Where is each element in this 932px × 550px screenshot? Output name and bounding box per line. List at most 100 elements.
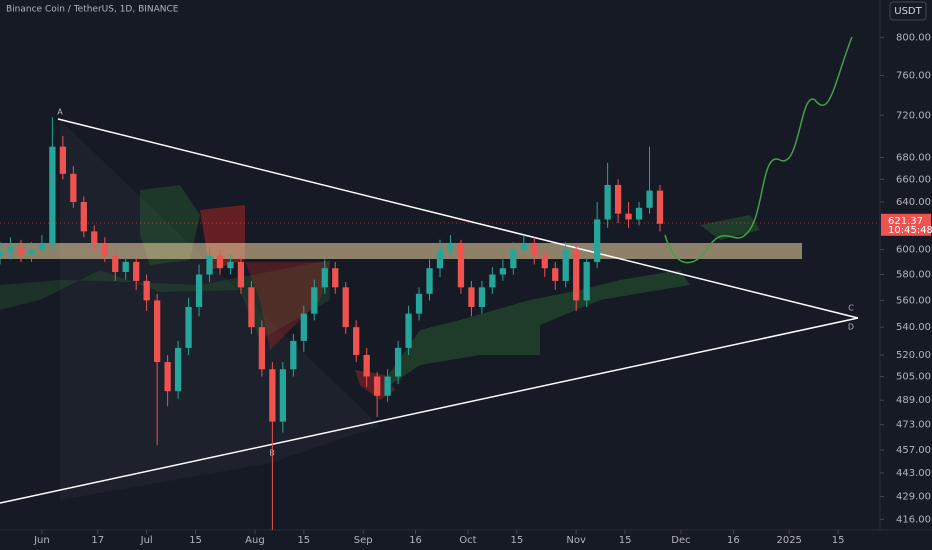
candle-body (583, 261, 590, 301)
candle-body (195, 274, 203, 307)
y-tick-label: 600.00 (896, 245, 931, 256)
candle-body (447, 243, 454, 250)
candle-body (269, 369, 276, 422)
currency-box[interactable] (889, 1, 927, 21)
x-tick-label: 16 (727, 535, 740, 546)
candle-body (237, 261, 245, 288)
candle-body (489, 274, 496, 288)
candle-body (415, 293, 423, 314)
candle-body (227, 261, 234, 269)
x-tick-label: 15 (510, 535, 523, 546)
candle-body (112, 255, 119, 272)
x-tick-label: 15 (619, 535, 632, 546)
candle-body (91, 231, 98, 244)
candle-body (625, 213, 632, 220)
candle-body (342, 287, 349, 328)
x-tick-label: 15 (189, 535, 202, 546)
currency[interactable]: USDT (894, 6, 922, 17)
y-tick-label: 720.00 (896, 110, 931, 121)
candle-body (38, 243, 46, 250)
candle-body (384, 376, 391, 396)
price-tag (881, 213, 931, 236)
candle-body (300, 313, 307, 341)
chart-title: Binance Coin / TetherUS, 1D, BINANCE (6, 5, 179, 15)
cloud (700, 215, 760, 240)
candle-body (594, 219, 601, 262)
candle-body (70, 173, 77, 203)
x-tick-label: 15 (297, 535, 310, 546)
candle-body (468, 287, 475, 307)
plot (0, 117, 664, 530)
candle-body (332, 268, 339, 288)
candle-body (478, 287, 486, 307)
x-tick-label: 17 (91, 535, 104, 546)
y-tick-label: 580.00 (896, 270, 931, 281)
zone (0, 243, 802, 259)
cloud (385, 270, 690, 385)
candle-body (552, 268, 559, 281)
candle-body (457, 243, 465, 288)
y-tick-label: 660.00 (896, 174, 931, 185)
x-tick-label: 15 (832, 535, 845, 546)
y-tick-label: 429.00 (896, 492, 931, 503)
last-price: 621.37 (888, 216, 923, 227)
candle-body (635, 207, 643, 220)
annotation: D (848, 323, 854, 332)
candle-body (101, 243, 108, 256)
candle-body (374, 376, 381, 396)
candle-body (206, 255, 213, 275)
candle-body (656, 190, 664, 224)
candle-body (143, 280, 150, 301)
candle-body (541, 255, 548, 269)
y-tick-label: 489.00 (896, 395, 931, 406)
candle-body (122, 261, 129, 272)
candle-body (7, 247, 14, 253)
trendline (0, 317, 859, 504)
candle-body (499, 268, 506, 275)
candle-body (614, 184, 622, 214)
projection (664, 36, 853, 264)
candle-body (426, 268, 433, 294)
candle-body (290, 340, 297, 370)
y-tick-label: 800.00 (896, 33, 931, 44)
candle-body (133, 261, 140, 281)
cloud (0, 260, 330, 340)
y-tick-label: 760.00 (896, 70, 931, 81)
y-tick-label: 680.00 (896, 152, 931, 163)
candle-body (562, 249, 569, 281)
candle-body (321, 268, 328, 288)
x-tick-label: Aug (245, 535, 265, 546)
candle-body (59, 146, 66, 174)
cloud (245, 262, 330, 350)
y-tick-label: 640.00 (896, 197, 931, 208)
x-tick-label: Jul (140, 535, 153, 546)
candle-body (531, 243, 538, 256)
y-tick-label: 520.00 (896, 350, 931, 361)
x-tick-label: Oct (459, 535, 476, 546)
candle-body (216, 255, 224, 269)
candle-body (28, 249, 35, 255)
y-tick-label: 443.00 (896, 468, 931, 479)
candle-body (573, 249, 580, 301)
countdown: 10:45:48 (888, 225, 932, 236)
candle-body (279, 369, 286, 422)
candle-body (154, 300, 161, 363)
y-tick-label: 457.00 (896, 445, 931, 456)
y-tick-label: 560.00 (896, 295, 931, 306)
x-tick-label: Jun (33, 535, 50, 546)
x-tick-label: Dec (671, 535, 690, 546)
candle-body (258, 327, 266, 370)
candle-body (174, 347, 182, 392)
candle-body (520, 243, 527, 250)
candle-body (436, 249, 444, 269)
candle-body (185, 306, 192, 348)
candle-body (405, 313, 412, 348)
y-tick-label: 505.00 (896, 372, 931, 383)
y-tick-label: 416.00 (896, 514, 931, 525)
candle-body (363, 354, 370, 377)
candle-body (0, 252, 4, 256)
candle-body (510, 249, 517, 269)
